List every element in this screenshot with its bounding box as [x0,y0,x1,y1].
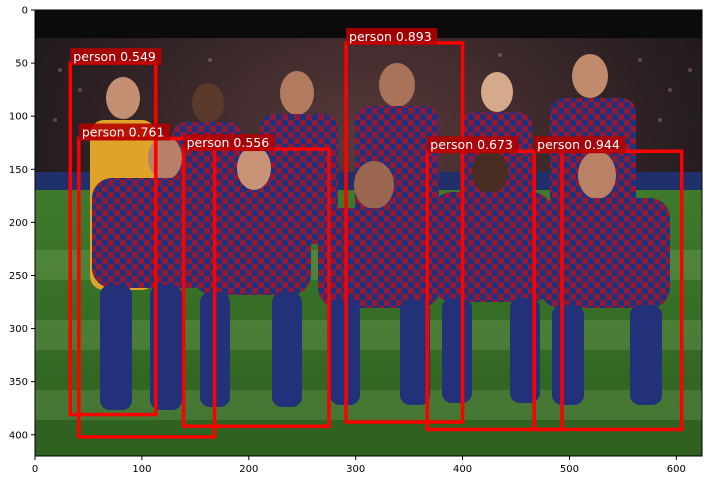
y-axis: 0 50 100 150 200 250 300 350 400 [9,6,35,441]
detection-label: person 0.556 [187,135,270,150]
detection-label: person 0.893 [349,29,432,44]
y-tick-label: 350 [9,377,28,388]
y-tick-label: 0 [22,6,28,17]
detection-box-group: person 0.893 [344,27,465,424]
detection-label-bg [78,123,171,141]
detection-box-group: person 0.556 [181,134,331,429]
detection-label: person 0.944 [537,137,620,152]
detection-box-group: person 0.761 [77,123,217,439]
x-tick-label: 600 [667,464,686,475]
y-tick-label: 150 [9,165,28,176]
detection-label-bg [346,27,438,45]
y-tick-label: 50 [15,59,28,70]
y-tick-label: 200 [9,218,28,229]
x-tick-label: 0 [32,464,38,475]
x-tick-label: 300 [346,464,365,475]
plot-frame [34,9,703,457]
detection-label-bg [427,136,519,154]
detection-label: person 0.673 [430,137,513,152]
detection-box-group: person 0.673 [425,136,564,432]
detection-label: person 0.549 [73,49,156,64]
x-tick-label: 500 [560,464,579,475]
detection-box-group: person 0.944 [532,136,684,432]
detection-overlays: person 0.549 person 0.761 person 0.556 pers… [68,27,684,439]
y-tick-label: 300 [9,324,28,335]
x-axis: 0 100 200 300 400 500 600 [32,456,686,475]
detection-label-bg [183,134,275,152]
x-tick-label: 200 [239,464,258,475]
y-tick-label: 100 [9,112,28,123]
x-tick-label: 100 [132,464,151,475]
team-photo: person 0.549 person 0.761 person 0.556 pers… [35,10,702,456]
y-tick-label: 250 [9,271,28,282]
detection-label: person 0.761 [82,124,165,139]
detection-label-bg [70,48,162,66]
y-tick-label: 400 [9,430,28,441]
detection-label-bg [534,136,626,154]
detection-box-group: person 0.549 [68,48,162,417]
x-tick-label: 400 [453,464,472,475]
